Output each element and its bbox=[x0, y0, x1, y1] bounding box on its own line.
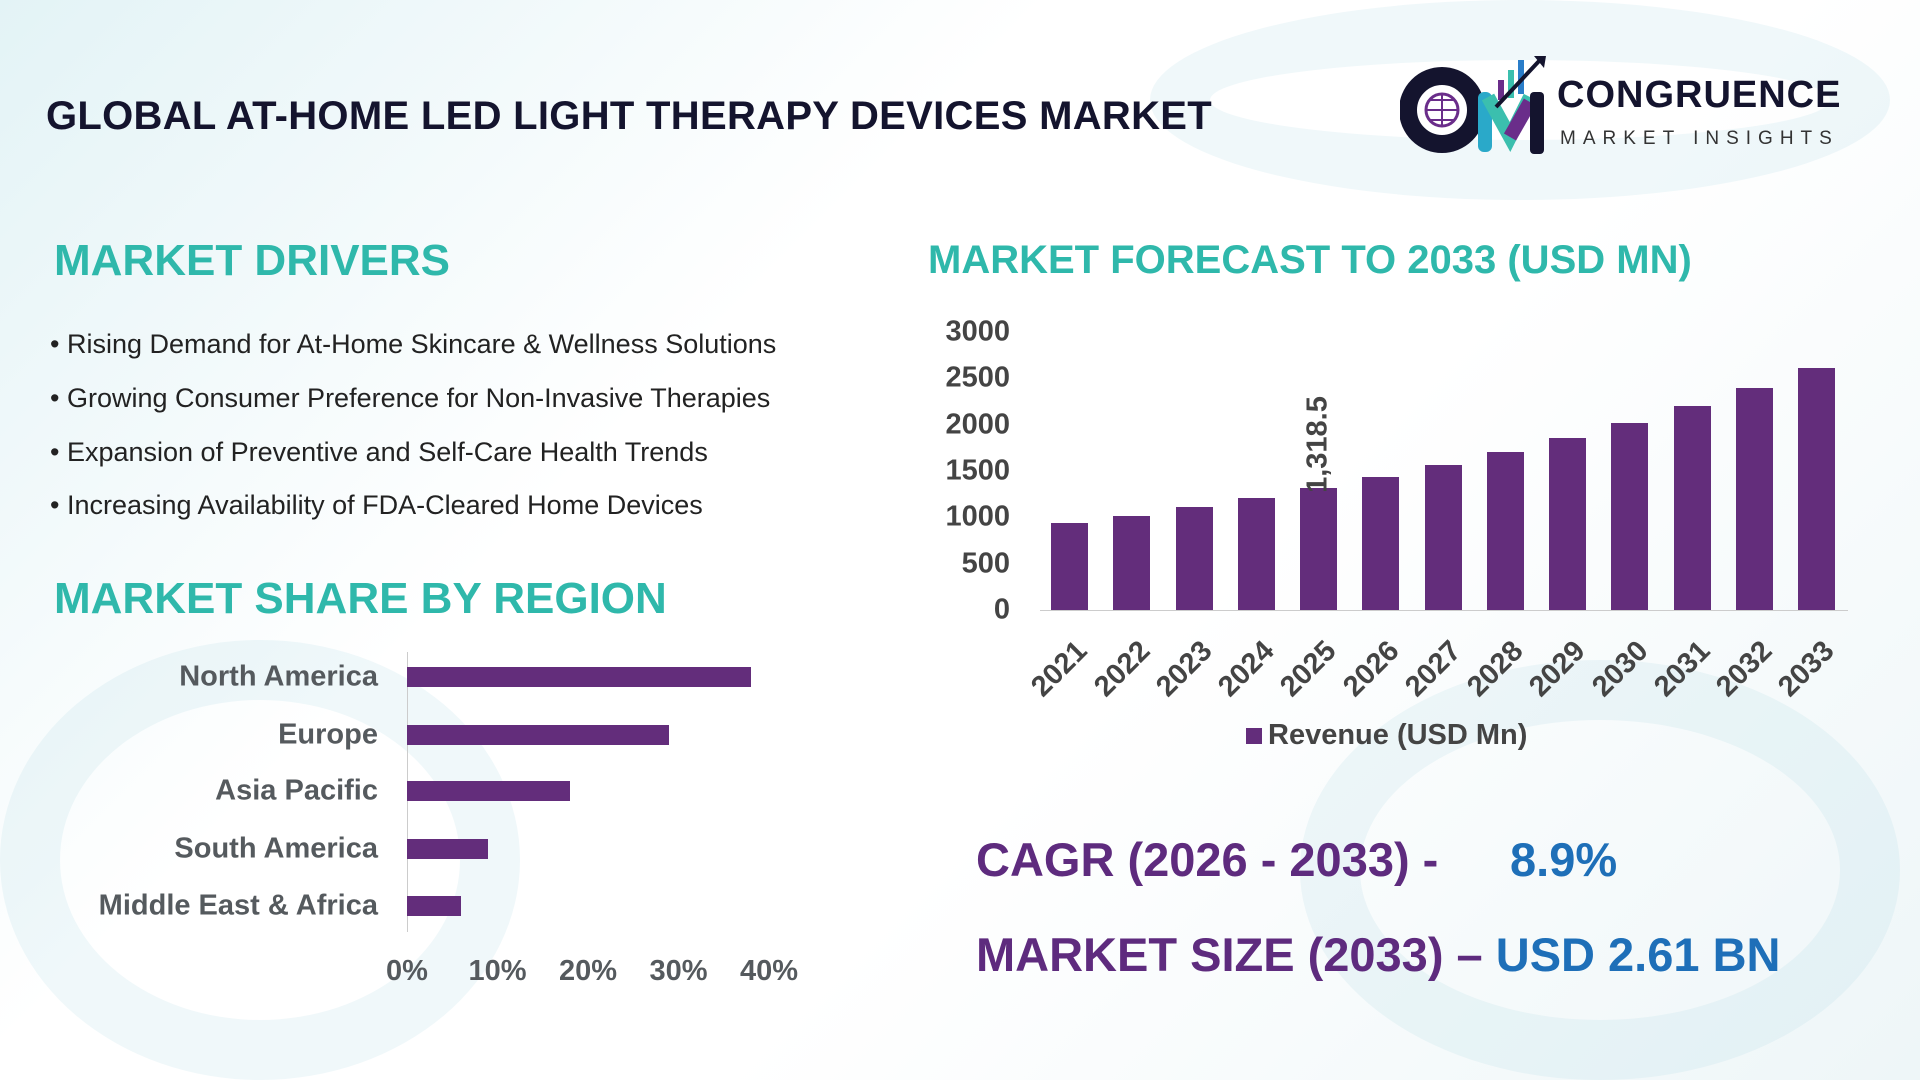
region-label: Asia Pacific bbox=[215, 774, 378, 807]
forecast-bar bbox=[1424, 465, 1462, 610]
legend-label: Revenue (USD Mn) bbox=[1268, 719, 1528, 751]
x-tick-label: 2022 bbox=[1087, 634, 1157, 704]
market-size-value: USD 2.61 BN bbox=[1495, 928, 1781, 981]
x-tick-label: 2025 bbox=[1274, 634, 1343, 704]
forecast-bar bbox=[1549, 438, 1586, 610]
driver-text: Increasing Availability of FDA-Cleared H… bbox=[66, 490, 703, 520]
y-tick-label: 3000 bbox=[945, 315, 1010, 348]
forecast-bar bbox=[1611, 422, 1649, 610]
forecast-bar bbox=[1735, 387, 1773, 610]
page-title: GLOBAL AT-HOME LED LIGHT THERAPY DEVICES… bbox=[46, 94, 1212, 138]
axis-line bbox=[1040, 610, 1848, 611]
y-tick-label: 2000 bbox=[945, 408, 1010, 441]
forecast-bar bbox=[1237, 497, 1275, 610]
driver-item: • Rising Demand for At-Home Skincare & W… bbox=[50, 329, 777, 359]
forecast-bar bbox=[1175, 507, 1213, 610]
x-tick-label: 10% bbox=[468, 955, 527, 987]
region-label: Middle East & Africa bbox=[98, 889, 378, 922]
driver-text: Expansion of Preventive and Self-Care He… bbox=[66, 437, 708, 467]
region-label: North America bbox=[179, 660, 378, 693]
driver-item: • Expansion of Preventive and Self-Care … bbox=[50, 437, 708, 467]
driver-item: • Growing Consumer Preference for Non-In… bbox=[50, 383, 771, 413]
x-tick-label: 2023 bbox=[1150, 634, 1219, 704]
cagr-label: CAGR (2026 - 2033) - bbox=[976, 833, 1439, 886]
market-size-label-text: MARKET SIZE (2033) – bbox=[976, 928, 1483, 981]
forecast-bar bbox=[1113, 515, 1151, 610]
region-bar bbox=[407, 781, 570, 801]
driver-item: • Increasing Availability of FDA-Cleared… bbox=[50, 490, 703, 520]
y-tick-label: 2500 bbox=[945, 361, 1010, 394]
market-size-label: MARKET SIZE (2033) – USD 2.61 BN bbox=[976, 927, 1780, 982]
drivers-heading: MARKET DRIVERS bbox=[54, 236, 451, 285]
forecast-bar bbox=[1673, 406, 1711, 610]
region-label: Europe bbox=[278, 718, 378, 751]
driver-text: Rising Demand for At-Home Skincare & Wel… bbox=[66, 329, 777, 359]
y-tick-label: 1000 bbox=[945, 500, 1010, 533]
logo-name: CONGRUENCE bbox=[1557, 74, 1842, 116]
x-tick-label: 2026 bbox=[1336, 634, 1406, 704]
x-tick-label: 30% bbox=[649, 955, 708, 987]
legend-item: Revenue (USD Mn) bbox=[1246, 719, 1527, 752]
y-tick-label: 500 bbox=[961, 547, 1010, 580]
legend-swatch bbox=[1246, 728, 1262, 744]
region-bar bbox=[407, 667, 751, 687]
forecast-bar bbox=[1300, 487, 1337, 610]
logo-tagline: MARKET INSIGHTS bbox=[1560, 128, 1839, 149]
y-tick-label: 0 bbox=[993, 593, 1010, 626]
x-tick-label: 0% bbox=[386, 955, 428, 987]
logo: CONGRUENCE MARKET INSIGHTS bbox=[1399, 52, 1880, 157]
region-bar bbox=[407, 896, 462, 916]
forecast-bar bbox=[1051, 523, 1088, 610]
region-label: South America bbox=[174, 832, 378, 865]
x-tick-label: 40% bbox=[739, 955, 799, 987]
region-chart-title: MARKET SHARE BY REGION bbox=[54, 574, 667, 623]
region-bar bbox=[407, 725, 670, 745]
data-label: 1,318.5 bbox=[1301, 395, 1334, 493]
x-tick-label: 20% bbox=[558, 955, 618, 987]
forecast-chart-title: MARKET FORECAST TO 2033 (USD MN) bbox=[928, 238, 1692, 282]
cagr-value: 8.9% bbox=[1510, 833, 1618, 886]
forecast-bar bbox=[1798, 368, 1835, 610]
x-tick-label: 2024 bbox=[1212, 634, 1281, 704]
driver-text: Growing Consumer Preference for Non-Inva… bbox=[66, 383, 771, 413]
forecast-bar bbox=[1486, 452, 1524, 610]
cm-logo-icon bbox=[1399, 56, 1546, 154]
region-bar bbox=[407, 839, 489, 859]
x-tick-label: 2021 bbox=[1025, 634, 1094, 704]
x-tick-label: 2033 bbox=[1772, 634, 1841, 704]
forecast-bar bbox=[1362, 476, 1400, 610]
y-tick-label: 1500 bbox=[945, 454, 1010, 487]
